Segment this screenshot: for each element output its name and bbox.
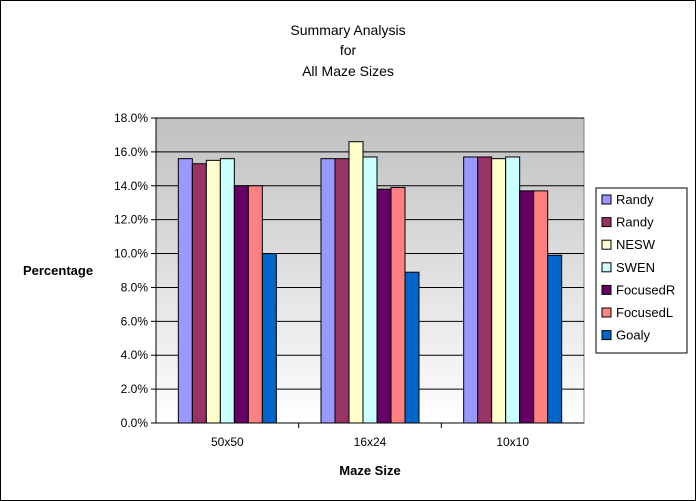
bar bbox=[547, 254, 563, 424]
bar bbox=[261, 253, 277, 424]
bar bbox=[519, 190, 535, 424]
bar bbox=[491, 158, 507, 424]
bar bbox=[477, 156, 493, 424]
y-tick-label: 2.0% bbox=[121, 382, 149, 396]
legend: Randy Randy NESW SWEN FocusedR FocusedL Goaly bbox=[595, 187, 688, 354]
legend-label: Goaly bbox=[616, 328, 650, 343]
y-tick-label: 18.0% bbox=[114, 111, 148, 125]
legend-swatch bbox=[601, 307, 612, 318]
y-tick-label: 10.0% bbox=[114, 247, 148, 261]
legend-label: FocusedL bbox=[616, 305, 673, 320]
bar bbox=[505, 156, 521, 424]
legend-label: NESW bbox=[616, 237, 656, 252]
x-axis-label: Maze Size bbox=[339, 463, 400, 478]
legend-swatch bbox=[601, 239, 612, 250]
bar bbox=[205, 159, 221, 424]
y-axis-label: Percentage bbox=[23, 263, 93, 278]
y-tick-label: 12.0% bbox=[114, 213, 148, 227]
y-tick-label: 4.0% bbox=[121, 348, 149, 362]
x-tick-label: 50x50 bbox=[211, 435, 244, 449]
legend-swatch bbox=[601, 194, 612, 205]
bar bbox=[191, 163, 207, 424]
y-tick-label: 0.0% bbox=[121, 416, 149, 430]
bar bbox=[177, 158, 193, 424]
legend-swatch bbox=[601, 262, 612, 273]
chart-title-line-2: for bbox=[340, 42, 357, 58]
bar bbox=[376, 188, 392, 424]
bar bbox=[247, 185, 263, 424]
bar bbox=[533, 190, 549, 424]
legend-label: FocusedR bbox=[616, 282, 675, 297]
bar bbox=[233, 185, 249, 424]
y-tick-label: 8.0% bbox=[121, 280, 149, 294]
chart-title-line-3: All Maze Sizes bbox=[302, 63, 394, 79]
x-tick-label: 10x10 bbox=[496, 435, 529, 449]
bar bbox=[348, 141, 364, 424]
legend-swatch bbox=[601, 330, 612, 341]
x-tick-label: 16x24 bbox=[354, 435, 387, 449]
legend-label: SWEN bbox=[616, 260, 655, 275]
legend-swatch bbox=[601, 284, 612, 295]
bar bbox=[463, 156, 479, 424]
legend-swatch bbox=[601, 217, 612, 228]
bar bbox=[219, 158, 235, 424]
legend-label: Randy bbox=[616, 192, 654, 207]
y-tick-label: 6.0% bbox=[121, 314, 149, 328]
y-tick-labels: 0.0% 2.0% 4.0% 6.0% 8.0% 10.0% 12.0% 14.0% 16.0%… bbox=[114, 111, 148, 430]
bar bbox=[362, 156, 378, 424]
bar bbox=[404, 271, 420, 424]
bar bbox=[320, 158, 336, 424]
y-tick-label: 16.0% bbox=[114, 145, 148, 159]
bars bbox=[177, 141, 563, 424]
legend-label: Randy bbox=[616, 215, 654, 230]
bar bbox=[334, 158, 350, 424]
y-tick-label: 14.0% bbox=[114, 179, 148, 193]
chart-title-line-1: Summary Analysis bbox=[290, 22, 405, 38]
bar bbox=[390, 186, 406, 424]
x-tick-labels: 50x50 16x24 10x10 bbox=[211, 423, 529, 449]
